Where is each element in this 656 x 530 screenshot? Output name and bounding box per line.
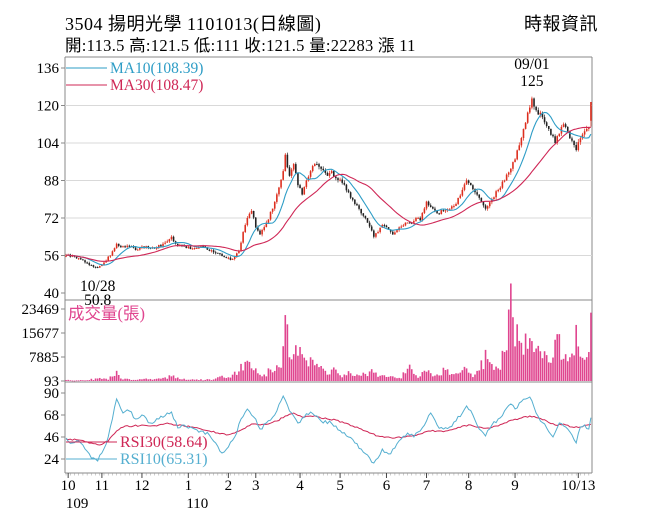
year-label: 110 — [186, 496, 208, 512]
annotation-label: 50.8 — [84, 292, 111, 309]
ma30-line — [65, 126, 592, 262]
rsi-tick-label: 90 — [44, 386, 59, 402]
volume-tick-label: 93 — [44, 374, 59, 390]
volume-tick-label: 7885 — [29, 350, 59, 366]
month-label: 7 — [423, 478, 431, 494]
price-tick-label: 88 — [44, 174, 59, 190]
month-label: 3 — [252, 478, 260, 494]
month-label: 11 — [95, 478, 109, 494]
quote-summary: 開:113.5 高:121.5 低:111 收:121.5 量:22283 漲 … — [65, 36, 416, 55]
price-tick-label: 40 — [44, 286, 59, 302]
month-label: 6 — [383, 478, 391, 494]
month-label: 4 — [296, 478, 304, 494]
rsi10-legend-label: RSI10(65.31) — [120, 451, 208, 468]
month-label: 12 — [134, 478, 149, 494]
ma30-legend-label: MA30(108.47) — [110, 77, 203, 94]
year-label: 109 — [66, 496, 89, 512]
rsi30-line — [65, 412, 591, 446]
ma10-legend-label: MA10(108.39) — [110, 60, 203, 77]
panel-frame — [64, 56, 593, 474]
rsi-tick-label: 24 — [44, 452, 60, 468]
month-label: 1 — [185, 478, 193, 494]
volume-tick-label: 15677 — [22, 326, 60, 342]
legends: MA10(108.39)MA30(108.47) 成交量(張) RSI30(58.6… — [66, 60, 208, 468]
month-label: 5 — [336, 478, 344, 494]
annotation-label: 09/01 — [514, 56, 549, 73]
rsi-tick-label: 68 — [44, 408, 59, 424]
volume-bars — [65, 283, 592, 382]
price-tick-label: 56 — [44, 249, 60, 265]
annotation-label: 10/28 — [80, 278, 116, 295]
month-label: 2 — [225, 478, 233, 494]
stock-title: 3504 揚明光學 1101013(日線圖) — [65, 14, 322, 34]
rsi10-line — [65, 394, 592, 464]
rsi30-legend-label: RSI30(58.64) — [120, 434, 208, 451]
month-label: 10/13 — [561, 478, 595, 494]
price-tick-label: 136 — [37, 61, 60, 77]
month-label: 8 — [465, 478, 473, 494]
ma10-line — [65, 111, 592, 266]
price-tick-label: 72 — [44, 211, 59, 227]
volume-panel-label: 成交量(張) — [68, 304, 145, 323]
x-axis: 10 109 11 12 1 110 2 3 4 5 6 7 8 9 10/13 — [61, 473, 595, 512]
price-tick-label: 120 — [37, 99, 60, 115]
press-source-label: 時報資訊 — [524, 14, 598, 34]
volume-tick-label: 23469 — [22, 302, 60, 318]
price-tick-label: 104 — [37, 136, 60, 152]
rsi-tick-label: 46 — [44, 430, 60, 446]
month-label: 10 — [61, 478, 76, 494]
header-row: 3504 揚明光學 1101013(日線圖) 時報資訊 — [65, 10, 598, 36]
month-label: 9 — [511, 478, 519, 494]
candlesticks — [65, 96, 592, 269]
annotation-label: 125 — [520, 73, 544, 90]
